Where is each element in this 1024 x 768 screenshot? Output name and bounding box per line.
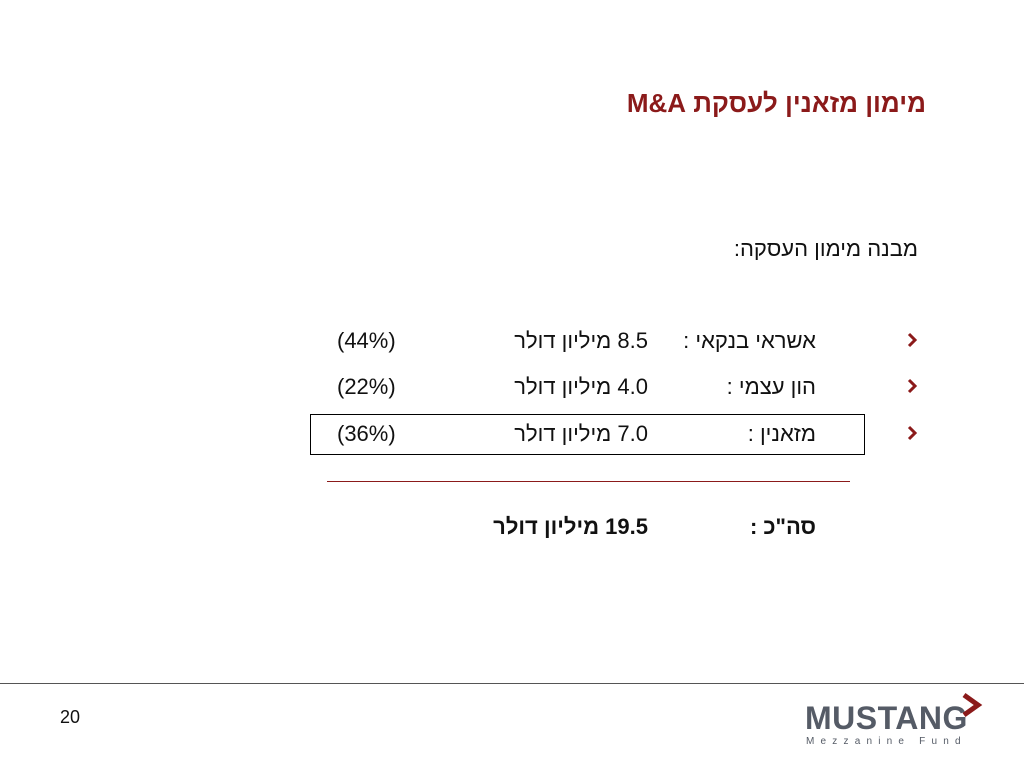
row-label: אשראי בנקאי :	[683, 328, 816, 353]
logo-arrow-icon	[962, 692, 983, 718]
chevron-bullet-icon	[906, 332, 918, 348]
row-amount: 7.0 מיליון דולר	[514, 421, 648, 446]
footer-divider	[0, 683, 1024, 684]
total-label: סה"כ :	[749, 514, 816, 539]
row-percent: (22%)	[337, 374, 396, 399]
row-label: הון עצמי :	[726, 374, 816, 399]
row-amount: 4.0 מיליון דולר	[514, 374, 648, 399]
mustang-logo: MUSTANG Mezzanine Fund	[800, 690, 990, 750]
row-amount: 8.5 מיליון דולר	[514, 328, 648, 353]
total-amount: 19.5 מיליון דולר	[493, 514, 648, 539]
financing-row-bank-credit: אשראי בנקאי : 8.5 מיליון דולר (44%)	[0, 328, 1024, 360]
row-percent: (44%)	[337, 328, 396, 353]
chevron-bullet-icon	[906, 425, 918, 441]
slide-subtitle: מבנה מימון העסקה:	[733, 236, 918, 261]
page-number: 20	[60, 707, 81, 727]
logo-subtitle: Mezzanine Fund	[806, 736, 967, 747]
logo-wordmark: MUSTANG	[805, 700, 968, 736]
total-divider	[327, 481, 850, 482]
financing-row-mezzanine: מזאנין : 7.0 מיליון דולר (36%)	[0, 421, 1024, 453]
mezzanine-highlight-box	[310, 414, 865, 455]
row-percent: (36%)	[337, 421, 396, 446]
row-label: מזאנין :	[747, 421, 816, 446]
financing-row-equity: הון עצמי : 4.0 מיליון דולר (22%)	[0, 374, 1024, 406]
financing-total-row: סה"כ : 19.5 מיליון דולר	[0, 514, 1024, 546]
slide-title: מימון מזאנין לעסקת M&A	[626, 88, 926, 118]
chevron-bullet-icon	[906, 378, 918, 394]
